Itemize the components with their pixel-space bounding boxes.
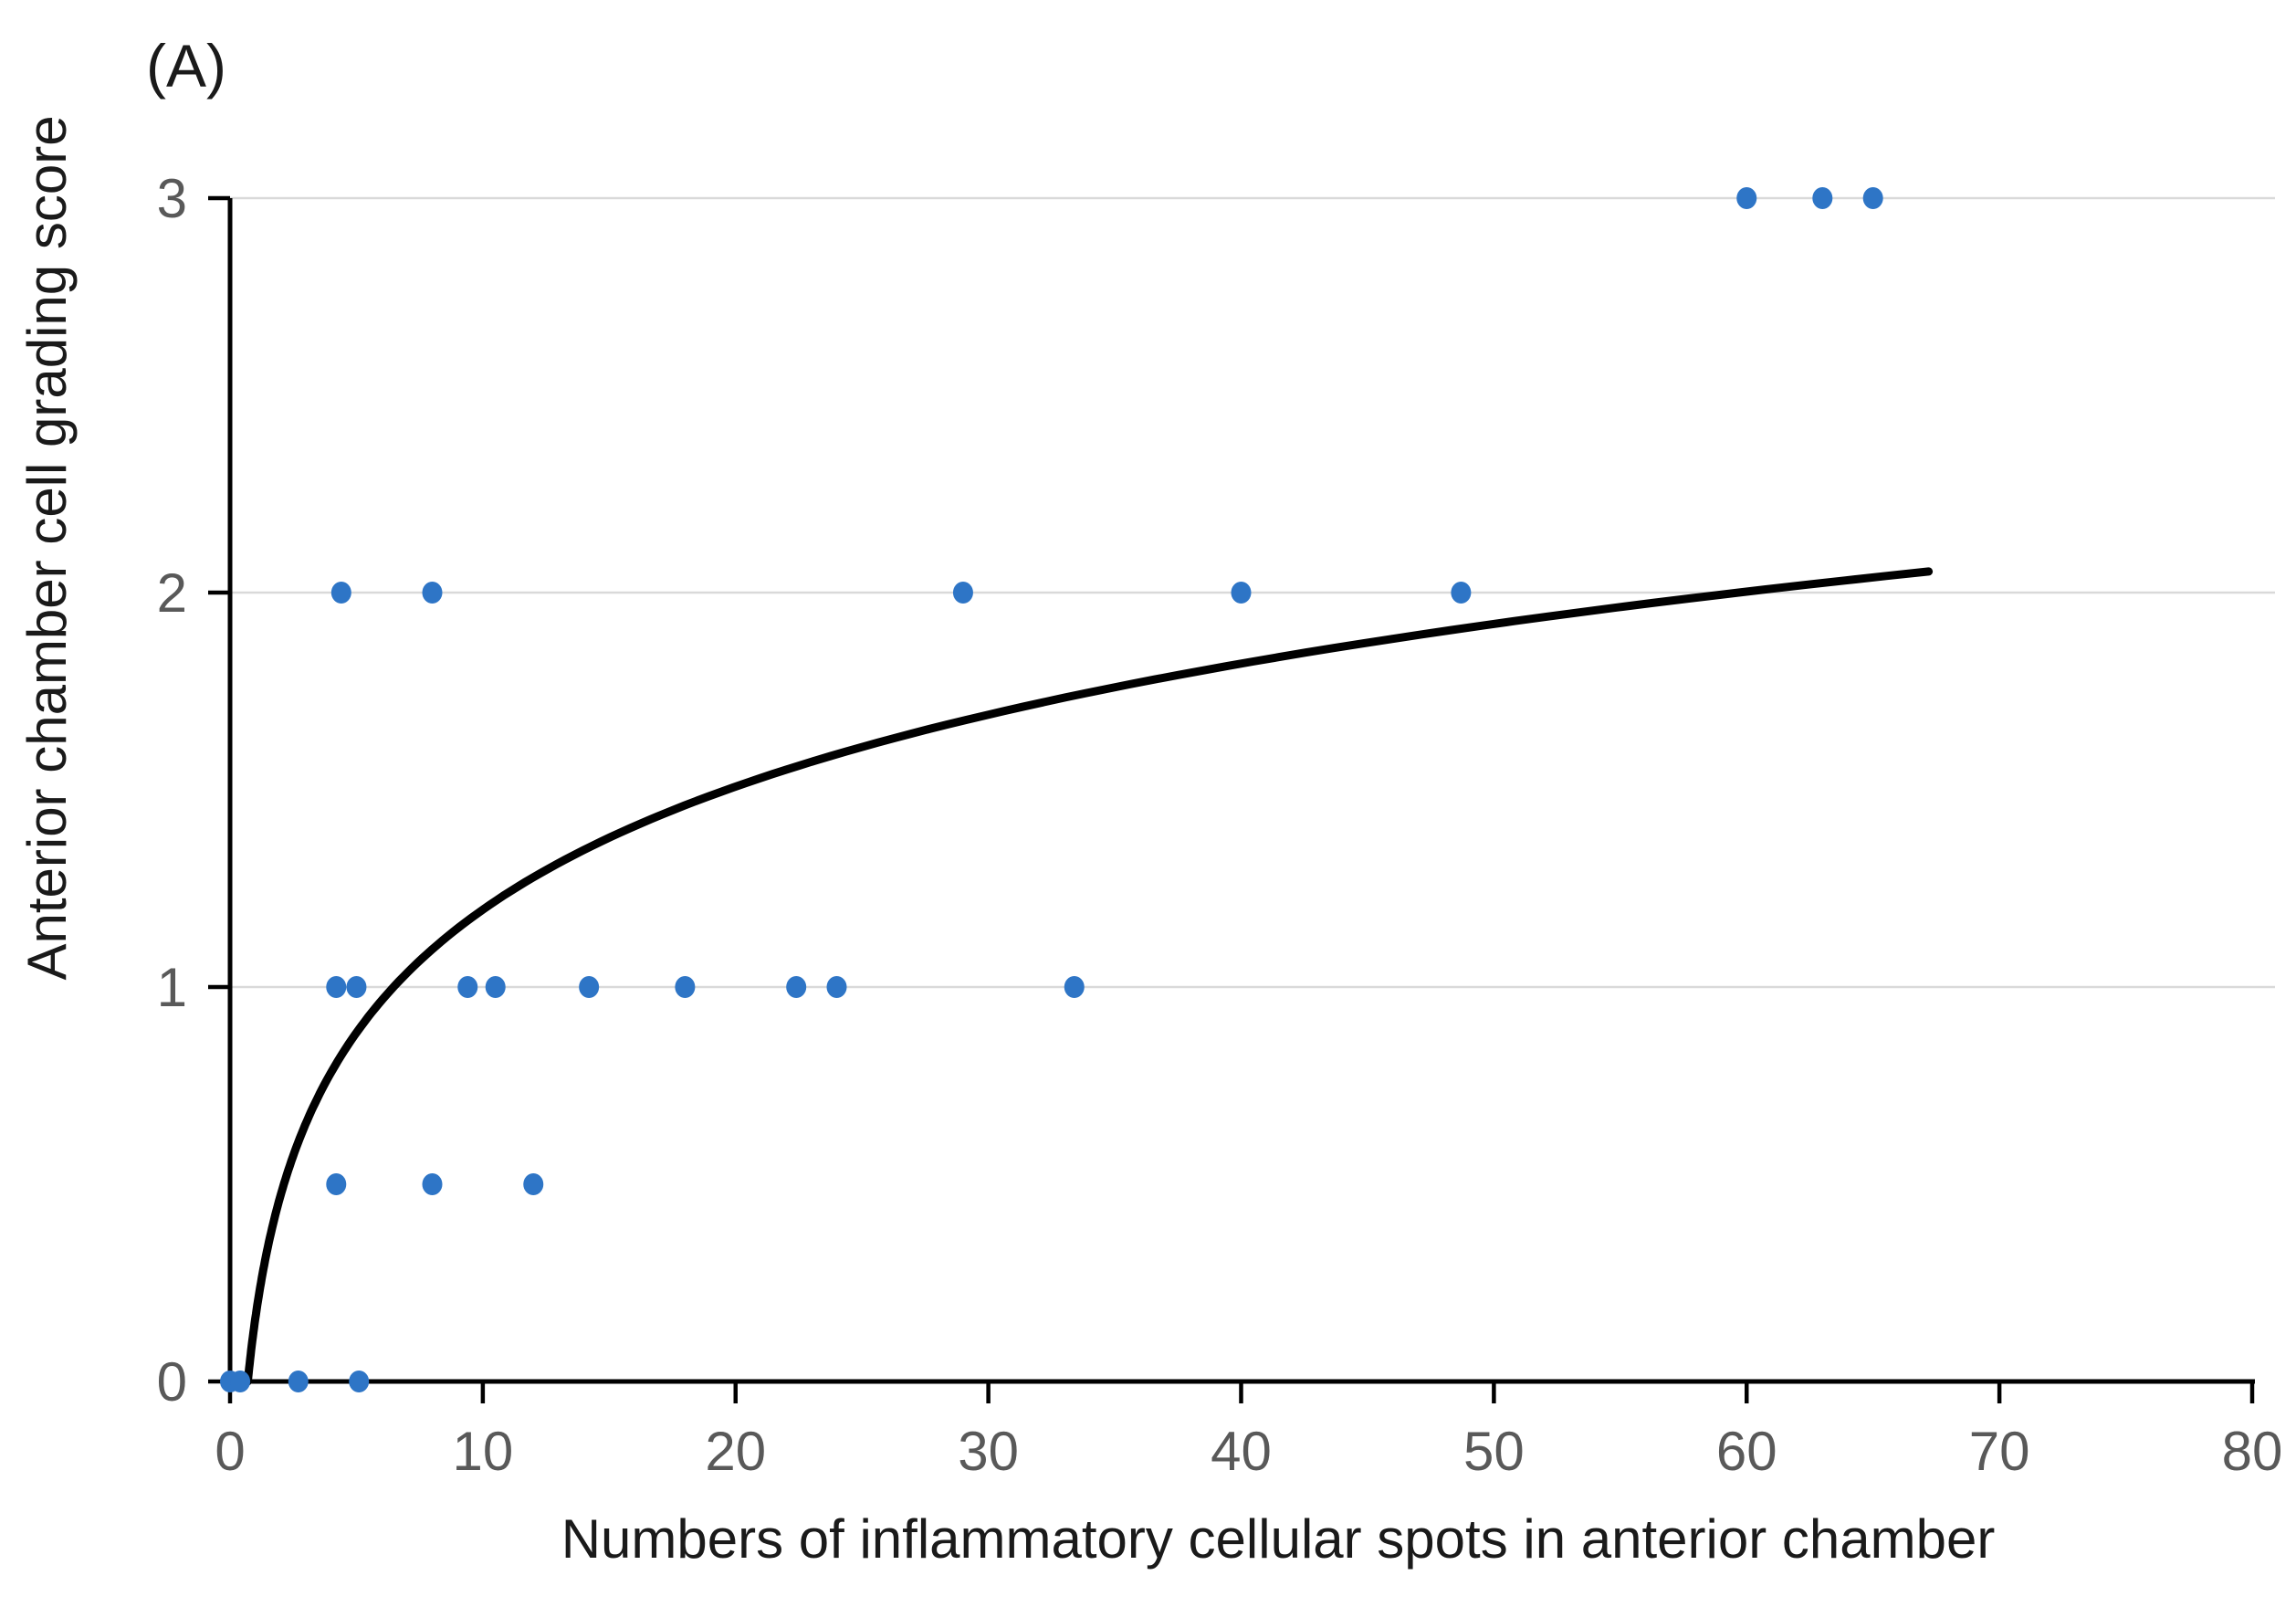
data-point — [786, 976, 807, 998]
data-point — [326, 976, 347, 998]
y-tick-label-3: 3 — [157, 168, 187, 229]
x-tick-label-10: 10 — [453, 1421, 514, 1482]
data-point — [326, 1173, 347, 1195]
gridlines — [230, 196, 2275, 989]
data-point — [330, 582, 351, 604]
data-point — [422, 582, 443, 604]
data-point — [457, 976, 478, 998]
y-tick-labels: 0 1 2 3 — [157, 168, 187, 1413]
x-tick-label-70: 70 — [1969, 1421, 2030, 1482]
data-point — [826, 976, 847, 998]
y-tick-label-0: 0 — [157, 1351, 187, 1413]
data-point — [288, 1371, 309, 1392]
data-point — [346, 976, 367, 998]
x-tick-label-80: 80 — [2222, 1421, 2283, 1482]
data-point — [1862, 187, 1883, 209]
axes — [227, 198, 2255, 1384]
data-point — [1812, 187, 1833, 209]
data-point — [675, 976, 696, 998]
data-point — [485, 976, 506, 998]
x-tick-label-40: 40 — [1211, 1421, 1272, 1482]
x-tick-labels: 0 10 20 30 40 50 60 70 80 — [215, 1421, 2282, 1482]
y-axis-title: Anterior chamber cell grading score — [16, 115, 78, 980]
y-tick-label-2: 2 — [157, 562, 187, 624]
data-point — [1231, 582, 1252, 604]
x-tick-label-50: 50 — [1463, 1421, 1525, 1482]
x-axis-title: Numbers of inflammatory cellular spots i… — [561, 1508, 1996, 1570]
x-tick-label-60: 60 — [1716, 1421, 1777, 1482]
data-point — [422, 1173, 443, 1195]
data-point — [523, 1173, 544, 1195]
x-tick-label-20: 20 — [705, 1421, 766, 1482]
scatter-points — [220, 187, 1883, 1392]
trend-curve — [243, 567, 1934, 1386]
data-point — [349, 1371, 370, 1392]
tick-marks — [208, 195, 2255, 1403]
data-point — [1451, 582, 1472, 604]
panel-label: (A) — [146, 32, 226, 100]
data-point — [1064, 976, 1085, 998]
x-tick-label-30: 30 — [958, 1421, 1019, 1482]
data-point — [579, 976, 600, 998]
data-point — [230, 1371, 251, 1392]
data-point — [1736, 187, 1757, 209]
x-tick-label-0: 0 — [215, 1421, 245, 1482]
y-tick-label-1: 1 — [157, 957, 187, 1018]
data-point — [952, 582, 973, 604]
